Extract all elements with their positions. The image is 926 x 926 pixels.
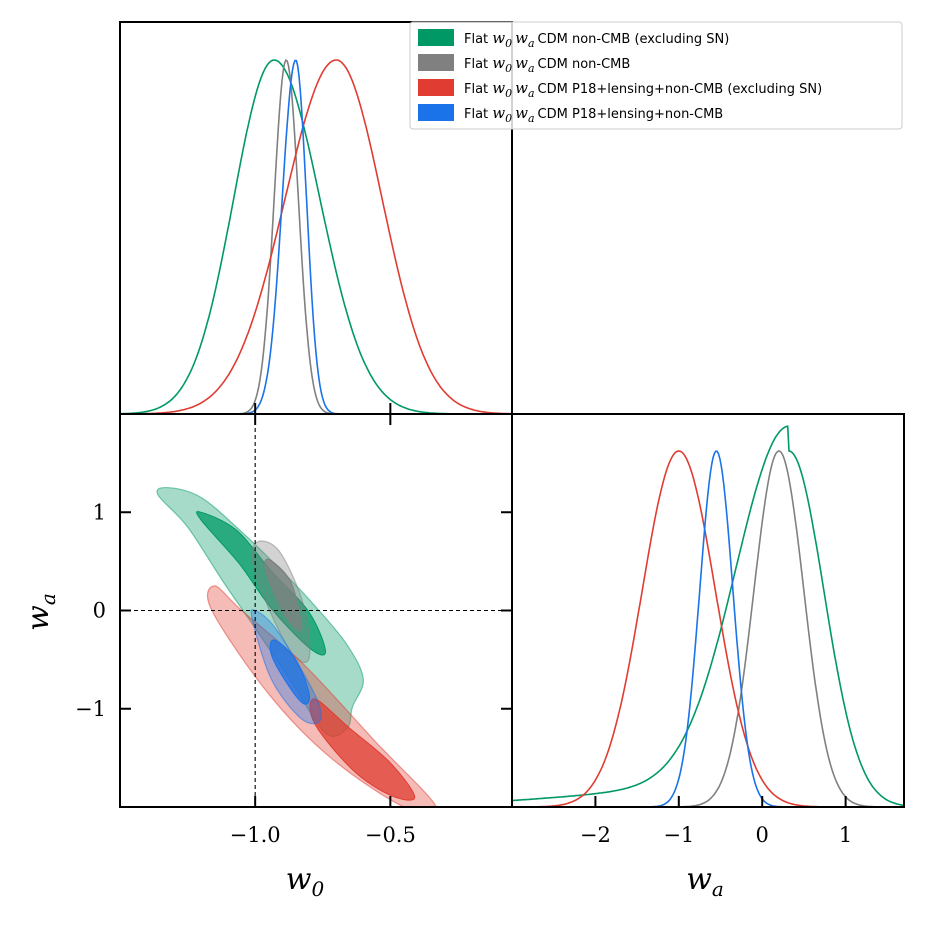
legend-swatch [418,104,454,121]
legend-label: Flat w0 wa CDM non-CMB (excluding SN) [464,29,729,50]
tick-labels: −1.0 −0.5 −1 0 1 −2 −1 0 1 [75,500,852,847]
fiducial-lines [120,414,512,807]
w0-marginal-curve [120,58,512,414]
legend-entry: Flat w0 wa CDM non-CMB (excluding SN) [418,29,729,50]
legend-swatch [418,54,454,71]
legend-label: Flat w0 wa CDM non-CMB [464,54,630,75]
legend-box [409,21,903,130]
tick-label-wa-marginal: 0 [756,823,769,847]
contour-1sigma [269,639,311,705]
legend-swatch [418,79,454,96]
w0-wa-contours [156,486,437,807]
tick-label-wa: 0 [93,599,106,623]
wa-marginal-curves [512,425,904,807]
w0-marginal-curve [120,59,512,414]
tick-label-w0: −0.5 [365,823,416,847]
wa-marginal-curve [512,450,904,807]
legend-label: Flat w0 wa CDM P18+lensing+non-CMB (exclud… [464,79,822,100]
w0-wa-joint-panel [120,414,512,807]
legend-label: Flat w0 wa CDM P18+lensing+non-CMB [464,104,723,125]
x-axis-label-w0: w0 [286,862,325,901]
contour-1sigma [264,558,303,632]
tick-label-wa-marginal: 1 [839,823,852,847]
legend-entry: Flat w0 wa CDM P18+lensing+non-CMB [418,104,723,125]
contour-2sigma [156,486,364,737]
legend-entry: Flat w0 wa CDM P18+lensing+non-CMB (exclud… [418,79,822,100]
wa-marginal-curve [512,450,904,807]
x-axis-label-wa: wa [686,862,724,901]
frame-wa-marginal [511,413,905,808]
legend-entry: Flat w0 wa CDM non-CMB [418,54,630,75]
contour-1sigma [309,698,416,801]
axis-ticks [120,403,847,807]
y-axis-label-wa: wa [21,593,60,631]
legend: Flat w0 wa CDM non-CMB (excluding SN) Flat… [409,21,903,130]
wa-marginal-curve [512,450,904,807]
tick-label-wa: −1 [75,697,106,721]
wa-marginal-curve [512,425,904,807]
legend-swatch [418,29,454,46]
tick-label-wa-marginal: −1 [663,823,694,847]
wa-marginal-panel [512,425,904,807]
tick-label-wa: 1 [93,500,106,524]
w0-marginal-curve [120,59,512,414]
panel-frames [119,21,905,808]
tick-label-w0: −1.0 [230,823,281,847]
tick-label-wa-marginal: −2 [580,823,611,847]
